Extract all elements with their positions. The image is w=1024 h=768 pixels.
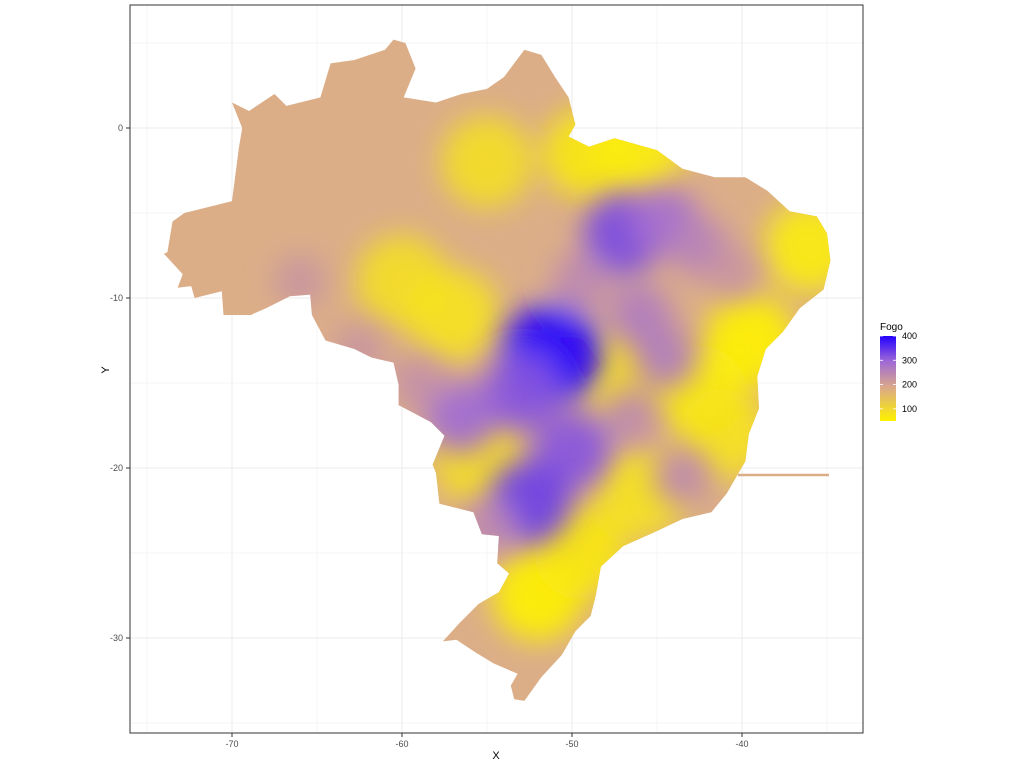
high-fire-spot [707, 246, 760, 299]
legend-break-label: 100 [902, 404, 917, 414]
high-fire-spot [482, 352, 560, 431]
panel-border [129, 4, 864, 734]
high-fire-spot [551, 252, 610, 310]
low-fire-spot [441, 116, 533, 208]
y-tick-label: -20 [110, 463, 123, 473]
x-axis: -70 -60 -50 -40 [225, 733, 749, 749]
x-tick-label: -70 [225, 739, 238, 749]
x-tick-label: -50 [565, 739, 578, 749]
legend-break-label: 400 [902, 331, 917, 341]
high-fire-spot [273, 254, 327, 308]
high-fire-spot [653, 447, 712, 506]
low-fire-spot [764, 201, 831, 293]
x-tick-label: -60 [395, 739, 408, 749]
y-axis-title: Y [100, 366, 112, 374]
low-fire-spot [407, 269, 499, 361]
legend-colorbar [880, 336, 896, 421]
y-tick-label: -30 [110, 633, 123, 643]
legend: Fogo 400 300 200 100 [880, 322, 917, 421]
y-axis: 0 -10 -20 -30 [110, 123, 130, 643]
x-axis-title: X [492, 750, 500, 762]
high-fire-spot [633, 325, 698, 390]
legend-break-label: 200 [902, 380, 917, 390]
high-fire-spot [391, 355, 447, 411]
legend-break-label: 300 [902, 355, 917, 365]
x-tick-label: -40 [735, 739, 748, 749]
y-tick-label: -10 [110, 293, 123, 303]
y-tick-label: 0 [118, 123, 123, 133]
legend-ticks: 400 300 200 100 [880, 331, 917, 414]
high-fire-spot [602, 388, 661, 446]
legend-title: Fogo [880, 322, 903, 333]
